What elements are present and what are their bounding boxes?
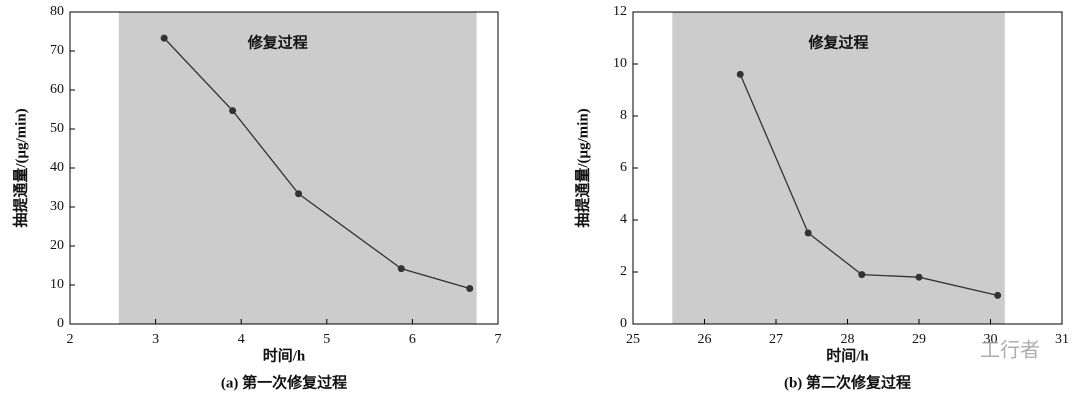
y-tick-label: 12 xyxy=(613,4,627,19)
data-point xyxy=(229,107,237,115)
x-tick-label: 25 xyxy=(626,332,640,347)
y-tick-label: 6 xyxy=(620,160,627,175)
data-point xyxy=(160,34,168,42)
y-tick-label: 10 xyxy=(50,277,64,292)
x-tick-label: 2 xyxy=(67,332,74,347)
caption: (a) 第一次修复过程 xyxy=(221,373,347,391)
annotation: 修复过程 xyxy=(247,33,308,51)
x-tick-label: 3 xyxy=(152,332,159,347)
shaded-region xyxy=(118,12,477,324)
x-tick-label: 5 xyxy=(323,332,330,347)
y-tick-label: 4 xyxy=(620,212,627,227)
x-tick-label: 26 xyxy=(698,332,712,347)
data-point xyxy=(736,70,744,78)
x-tick-label: 29 xyxy=(912,332,926,347)
y-tick-label: 8 xyxy=(620,108,627,123)
shaded-region xyxy=(672,12,1005,324)
data-point xyxy=(466,285,474,293)
y-tick-label: 0 xyxy=(620,316,627,331)
annotation: 修复过程 xyxy=(808,33,869,51)
y-axis-label: 抽提通量/(μg/min) xyxy=(573,108,591,227)
y-tick-label: 0 xyxy=(57,316,64,331)
data-point xyxy=(915,273,923,281)
x-tick-label: 28 xyxy=(841,332,855,347)
data-point xyxy=(804,229,812,237)
x-tick-label: 27 xyxy=(769,332,783,347)
y-tick-label: 50 xyxy=(50,121,64,136)
data-point xyxy=(295,190,303,198)
y-tick-label: 20 xyxy=(50,238,64,253)
x-tick-label: 31 xyxy=(1055,332,1069,347)
y-tick-label: 70 xyxy=(50,43,64,58)
y-tick-label: 40 xyxy=(50,160,64,175)
x-tick-label: 6 xyxy=(409,332,416,347)
data-point xyxy=(397,265,405,273)
data-point xyxy=(994,291,1002,299)
y-tick-label: 80 xyxy=(50,4,64,19)
x-axis-label: 时间/h xyxy=(826,346,869,364)
data-point xyxy=(858,271,866,279)
y-tick-label: 60 xyxy=(50,82,64,97)
y-axis-label: 抽提通量/(μg/min) xyxy=(11,108,29,227)
y-tick-label: 30 xyxy=(50,199,64,214)
x-tick-label: 4 xyxy=(238,332,245,347)
x-tick-label: 7 xyxy=(495,332,502,347)
y-tick-label: 10 xyxy=(613,56,627,71)
y-tick-label: 2 xyxy=(620,264,627,279)
watermark: 工行者 xyxy=(980,339,1040,362)
x-axis-label: 时间/h xyxy=(263,346,306,364)
caption: (b) 第二次修复过程 xyxy=(784,373,911,391)
x-tick-label: 30 xyxy=(984,332,998,347)
